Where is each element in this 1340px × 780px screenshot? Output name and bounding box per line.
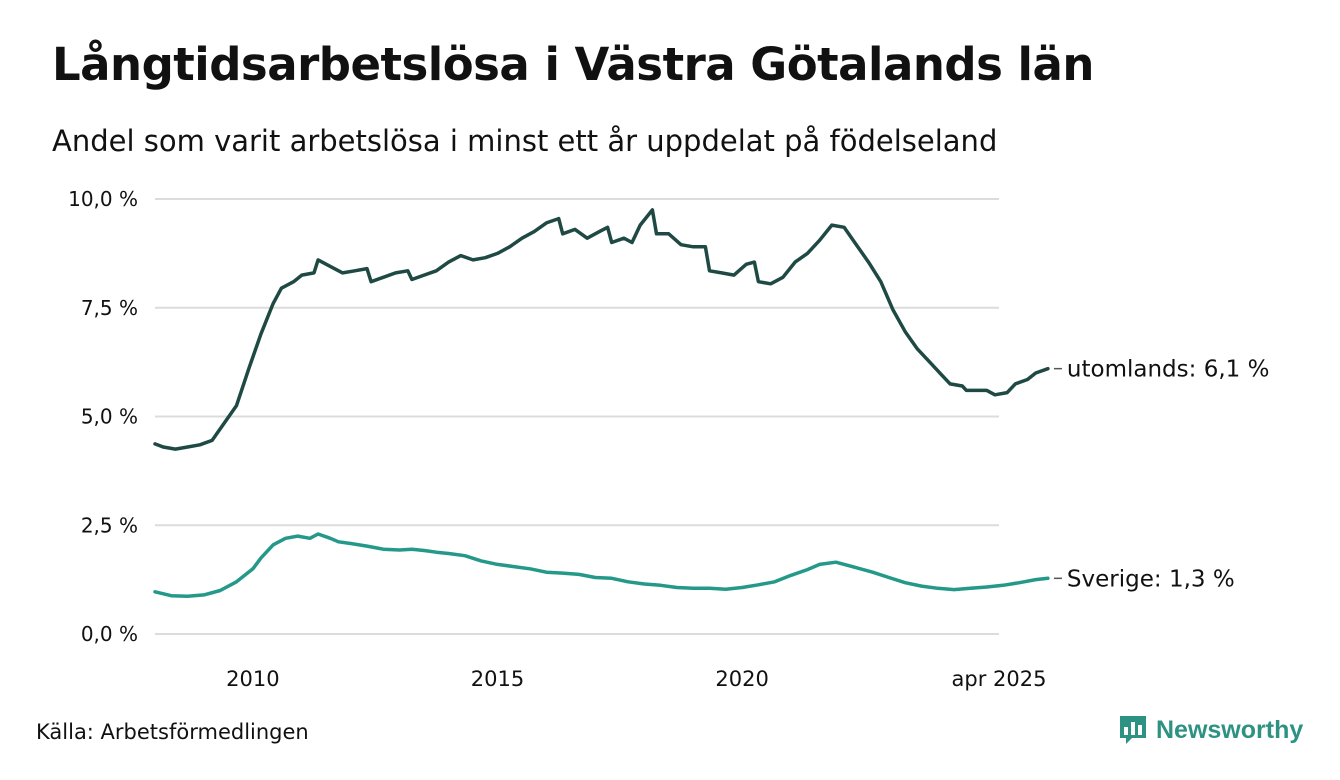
chart-title: Långtidsarbetslösa i Västra Götalands lä…	[52, 38, 1094, 91]
series-line-utomlands	[153, 208, 1050, 451]
x-tick-label: 2015	[471, 667, 524, 691]
x-axis-tick-labels: 2010 2015 2020 apr 2025	[226, 667, 1046, 691]
series-line-sverige	[153, 532, 1050, 598]
series-end-labels: utomlands: 6,1 % Sverige: 1,3 %	[1053, 357, 1270, 592]
brand-name: Newsworthy	[1156, 715, 1304, 744]
y-tick-label: 0,0 %	[81, 622, 138, 646]
y-tick-label: 2,5 %	[81, 513, 138, 537]
x-tick-label: 2020	[715, 667, 768, 691]
source-note: Källa: Arbetsförmedlingen	[36, 720, 309, 744]
x-tick-label: 2010	[226, 667, 279, 691]
chart-subtitle: Andel som varit arbetslösa i minst ett å…	[52, 124, 998, 158]
end-label-utomlands: utomlands: 6,1 %	[1067, 357, 1270, 383]
end-label-sverige: Sverige: 1,3 %	[1067, 566, 1235, 592]
y-tick-label: 7,5 %	[81, 296, 138, 320]
series-lines	[153, 208, 1050, 598]
gridlines	[155, 198, 999, 635]
y-tick-label: 5,0 %	[81, 405, 138, 429]
bar-chart-speech-bubble-icon	[1120, 716, 1146, 744]
line-chart: 0,0 % 2,5 % 5,0 % 7,5 % 10,0 % 2010 2015 2020 a…	[68, 187, 1270, 691]
x-tick-label: apr 2025	[952, 667, 1047, 691]
y-tick-label: 10,0 %	[68, 187, 138, 211]
y-axis-tick-labels: 0,0 % 2,5 % 5,0 % 7,5 % 10,0 %	[68, 187, 138, 646]
newsworthy-logo[interactable]: Newsworthy	[1118, 714, 1303, 746]
